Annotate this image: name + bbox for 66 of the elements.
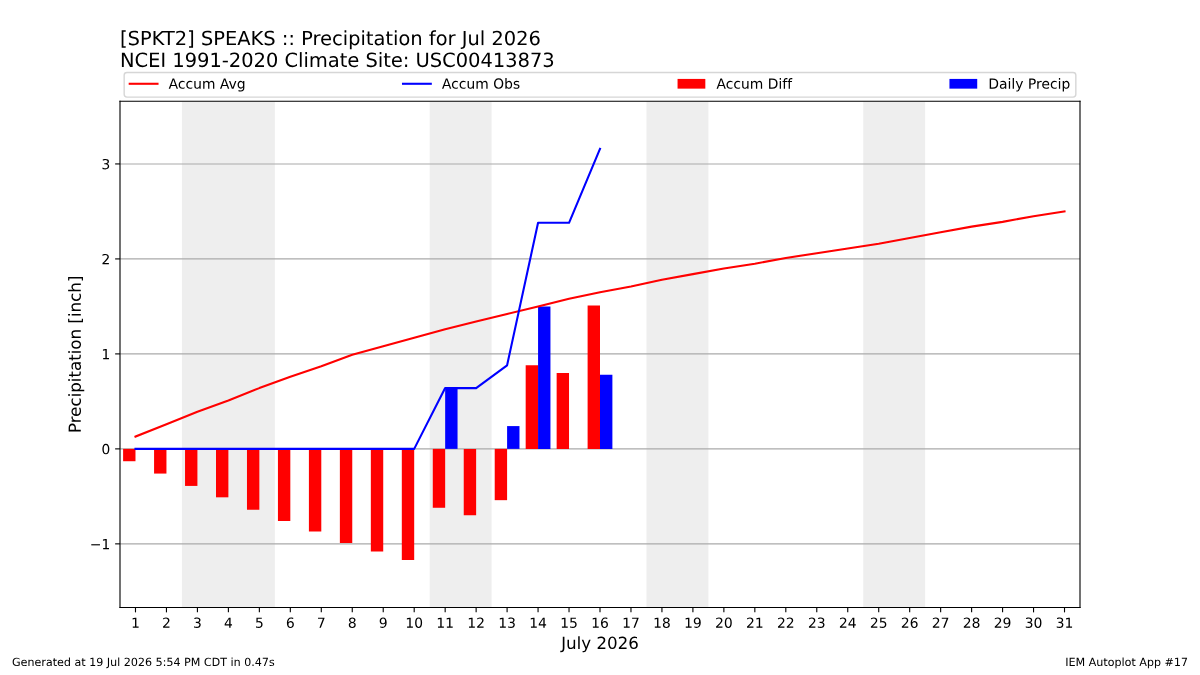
bar <box>401 448 415 561</box>
legend-label: Accum Avg <box>168 78 245 92</box>
x-tick-label: 17 <box>623 617 639 628</box>
x-tick-label: 6 <box>286 617 294 628</box>
x-tick-label: 13 <box>499 617 515 628</box>
y-tick-label: 2 <box>102 253 109 265</box>
bar <box>525 365 539 449</box>
line-series <box>134 147 602 450</box>
bar <box>587 305 600 449</box>
x-tick-label: 4 <box>224 617 233 628</box>
x-tick-label: 19 <box>685 617 701 628</box>
legend-label: Accum Obs <box>442 78 520 89</box>
bar <box>600 374 613 449</box>
bar <box>463 448 477 516</box>
bar <box>308 448 322 532</box>
bar <box>123 448 136 462</box>
x-tick-label: 15 <box>561 617 577 628</box>
x-tick-label: 5 <box>256 617 263 628</box>
text: IEM Autoplot App #17 <box>1066 657 1188 669</box>
bar <box>154 448 167 474</box>
x-tick-label: 24 <box>839 617 856 628</box>
y-tick-label: 0 <box>102 443 110 455</box>
x-tick-label: 26 <box>901 617 918 628</box>
x-tick-label: 18 <box>654 617 670 628</box>
bar <box>538 306 551 449</box>
x-tick-label: 25 <box>870 617 887 628</box>
x-tick-label: 14 <box>530 617 547 628</box>
y-tick-label: 3 <box>102 158 110 170</box>
chart-title: [SPKT2] SPEAKS :: Precipitation for Jul 2026 NCEI 1991-2020 Climate Site: USC00413873 <box>121 30 554 68</box>
x-tick-label: 16 <box>592 617 608 628</box>
x-tick-label: 8 <box>348 617 356 628</box>
bar <box>216 448 229 498</box>
x-tick-label: 29 <box>994 617 1011 628</box>
bar <box>494 448 508 501</box>
bar <box>556 372 570 449</box>
x-tick-label: 10 <box>406 617 423 628</box>
bar <box>370 448 384 552</box>
y-tick-label: 1 <box>102 349 109 360</box>
x-tick-label: 20 <box>716 617 732 628</box>
bar <box>339 448 353 543</box>
bar <box>246 448 260 510</box>
y-axis-title: Precipitation [inch] <box>68 277 85 432</box>
bar <box>432 448 446 508</box>
text: Generated at 19 Jul 2026 5:54 PM CDT in 0.47s <box>12 657 275 669</box>
bar <box>507 426 520 449</box>
x-tick-label: 11 <box>437 617 453 628</box>
x-tick-label: 1 <box>132 617 139 628</box>
x-axis-title: July 2026 <box>560 636 638 653</box>
x-tick-label: 3 <box>194 617 201 628</box>
bar <box>277 448 291 522</box>
x-tick-label: 28 <box>963 617 980 628</box>
legend-label: Accum Diff <box>716 78 793 89</box>
x-tick-label: 12 <box>468 617 484 628</box>
x-tick-label: 2 <box>163 617 170 628</box>
x-tick-label: 31 <box>1056 617 1073 628</box>
x-tick-label: 23 <box>808 617 825 628</box>
x-tick-label: 7 <box>318 617 325 628</box>
x-tick-label: 30 <box>1025 617 1042 628</box>
legend-label: Daily Precip <box>989 78 1070 92</box>
x-tick-label: 21 <box>747 617 763 628</box>
y-tick-label: −1 <box>91 539 109 550</box>
x-tick-label: 27 <box>932 617 949 628</box>
bar <box>185 448 198 486</box>
x-tick-label: 22 <box>777 617 794 628</box>
x-tick-label: 9 <box>379 617 387 628</box>
line-series <box>134 210 1066 438</box>
